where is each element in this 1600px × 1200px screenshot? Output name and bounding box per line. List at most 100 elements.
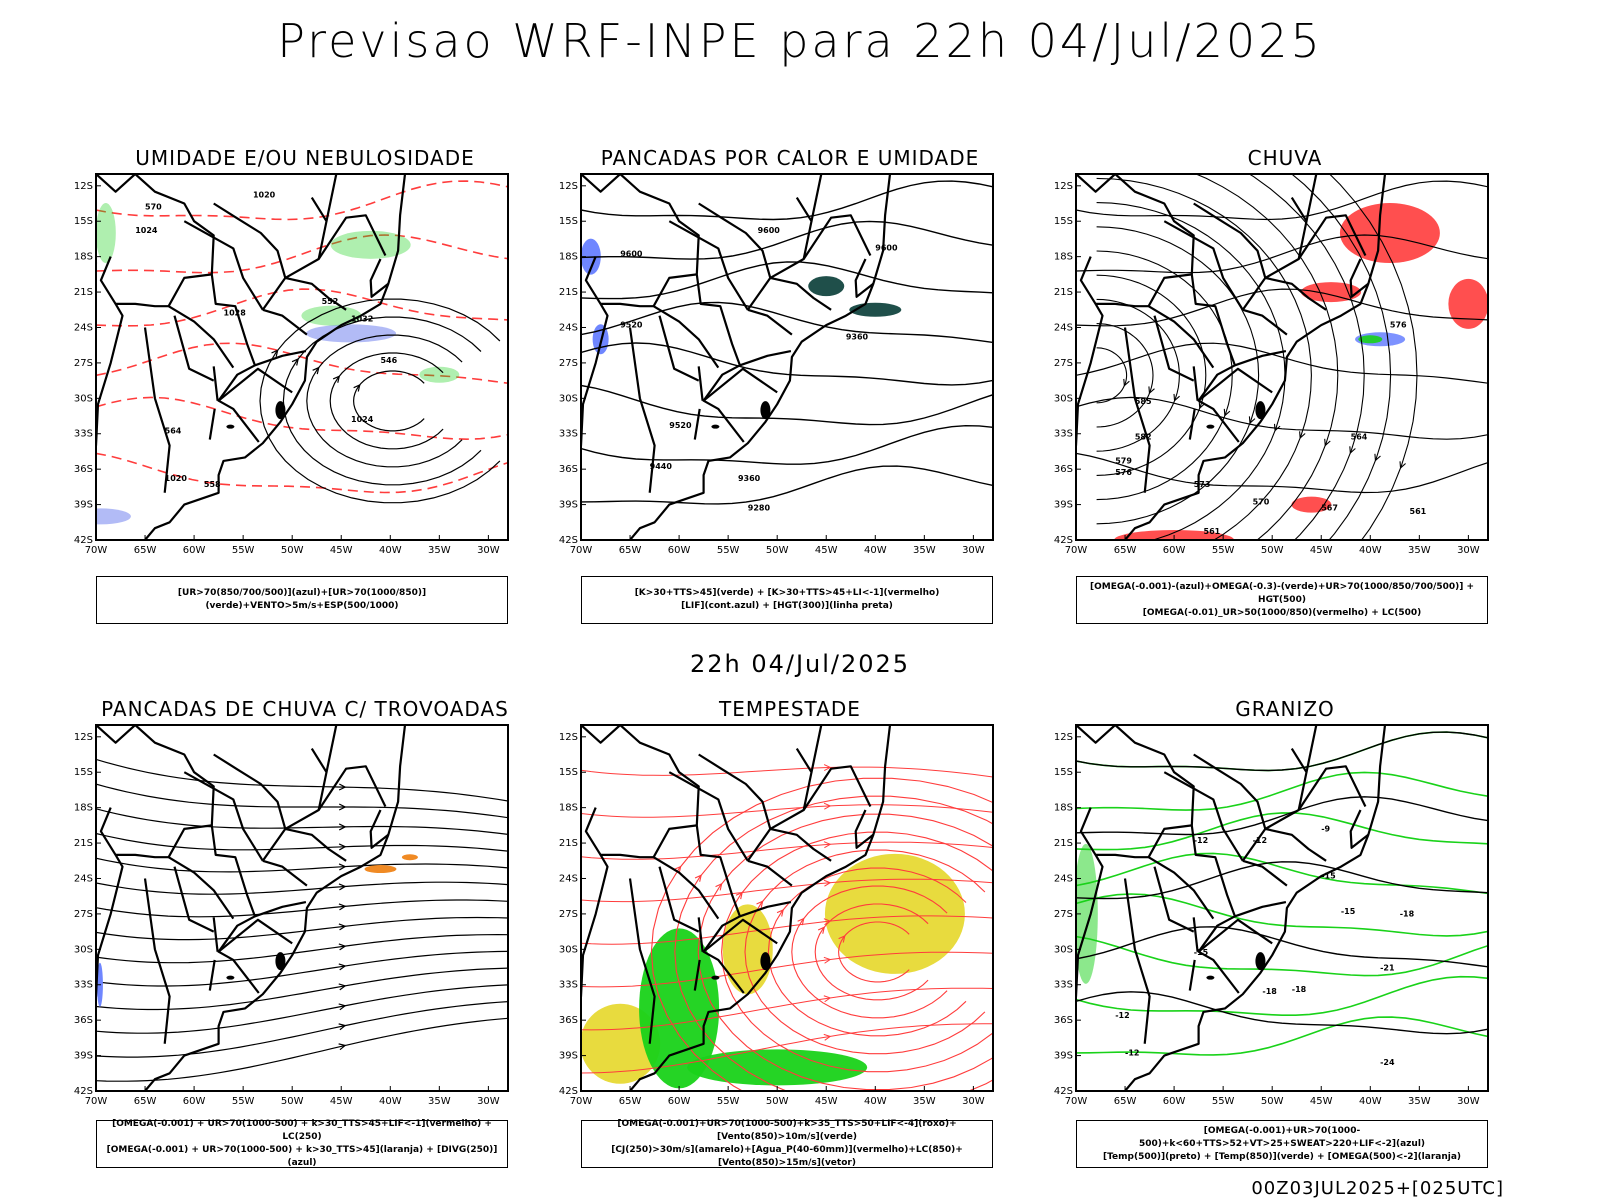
streamlines: [581, 764, 993, 1074]
political-border: [173, 315, 215, 382]
lon-tick-label: 50W: [1261, 1096, 1284, 1107]
lon-tick-label: 60W: [183, 1096, 206, 1107]
political-border: [1163, 771, 1244, 862]
streamline-arrow: [353, 383, 361, 392]
political-border: [581, 725, 745, 994]
political-border: [698, 202, 772, 279]
lat-tick-label: 36S: [1054, 464, 1073, 475]
thunder-orange: [364, 854, 418, 874]
lon-tick-label: 40W: [379, 1096, 402, 1107]
streamline-arrow: [1349, 446, 1356, 455]
contour-label: 9440: [650, 462, 673, 471]
political-border: [96, 725, 260, 994]
panel-title: PANCADAS DE CHUVA C/ TROVOADAS: [101, 697, 509, 721]
political-border: [1095, 853, 1215, 920]
legend-line: [OMEGA(-0.001)+UR>70(1000-500)+k>35_TTS>…: [617, 1119, 957, 1142]
contour-label: 579: [1115, 456, 1132, 465]
lat-tick-label: 33S: [559, 429, 578, 440]
lon-tick-label: 45W: [1310, 1096, 1333, 1107]
political-border: [1305, 725, 1318, 773]
political-border: [739, 350, 792, 367]
temp850-green: [1076, 843, 1098, 984]
streamline-arrow: [332, 375, 341, 383]
political-border: [810, 174, 823, 222]
map-umidade: 1020102410281032102410205705525465645581…: [74, 173, 509, 556]
lat-tick-label: 18S: [1054, 252, 1073, 263]
streamline-arrow: [797, 917, 805, 926]
political-border: [658, 315, 700, 382]
lat-tick-label: 42S: [1054, 535, 1073, 546]
legend-line: [K>30+TTS>45](verde) + [K>30+TTS>45+LI<-…: [634, 588, 940, 598]
lon-tick-label: 40W: [1359, 1096, 1382, 1107]
political-border: [1241, 197, 1308, 311]
map-granizo: -9-12-12-15-15-18 -18-21-24-12-12-15-1812…: [1054, 724, 1489, 1107]
political-border: [581, 256, 609, 450]
lat-tick-label: 21S: [1054, 287, 1073, 298]
streamline-arrow: [1374, 453, 1381, 462]
lagoon: [1255, 952, 1266, 971]
political-border: [254, 901, 307, 918]
map-frame: [580, 724, 994, 1092]
political-border: [702, 367, 778, 402]
lat-tick-label: 24S: [74, 322, 93, 333]
lat-tick-label: 12S: [74, 732, 93, 743]
run-stamp: 00Z03JUL2025+[025UTC]: [1251, 1178, 1504, 1199]
political-border: [1153, 866, 1195, 933]
lat-tick-label: 27S: [74, 909, 93, 920]
contours: [581, 180, 993, 505]
streamline-arrow: [338, 1003, 347, 1011]
lon-tick-label: 30W: [1457, 545, 1480, 556]
green-humidity: [96, 203, 460, 383]
streamline-arrow: [1248, 416, 1256, 425]
main-title: Previsao WRF-INPE para 22h 04/Jul/2025: [277, 14, 1323, 68]
political-border: [747, 859, 793, 887]
legend-granizo: [OMEGA(-0.001)+UR>70(1000-500)+k<60+TTS>…: [1076, 1120, 1488, 1168]
political-border: [183, 220, 264, 311]
map-borders: [581, 174, 892, 540]
map-borders: [1076, 725, 1387, 1091]
lon-tick-label: 55W: [717, 545, 740, 556]
streamline-arrow: [715, 882, 723, 891]
political-border: [1197, 918, 1273, 953]
political-border: [1123, 327, 1151, 493]
contour-label: -18: [1400, 909, 1415, 918]
lon-tick-label: 70W: [570, 545, 593, 556]
political-border: [697, 917, 704, 952]
legend-pancadas-calor: [K>30+TTS>45](verde) + [K>30+TTS>45+LI<-…: [581, 576, 993, 624]
lat-tick-label: 39S: [559, 500, 578, 511]
legend-umidade: [UR>70(850/700/500)](azul)+[UR>70(1000/8…: [96, 576, 508, 624]
lake: [711, 424, 720, 429]
political-border: [1163, 220, 1244, 311]
political-border: [668, 771, 749, 862]
streamline-arrow: [1399, 461, 1406, 470]
political-border: [1242, 308, 1288, 336]
legend-line: [OMEGA(-0.01)_UR>50(1000/850)(vermelho) …: [1142, 607, 1422, 618]
contour-label: 9600: [875, 244, 898, 253]
political-border: [1197, 367, 1273, 402]
political-border: [1193, 753, 1267, 830]
map-frame: [95, 724, 509, 1092]
lon-tick-label: 60W: [1163, 1096, 1186, 1107]
lon-tick-label: 60W: [183, 545, 206, 556]
lon-tick-label: 65W: [134, 545, 157, 556]
lon-tick-label: 65W: [619, 1096, 642, 1107]
streamline-arrow: [338, 843, 347, 851]
political-border: [1305, 174, 1318, 222]
contours: [1076, 731, 1488, 1035]
lat-tick-label: 27S: [1054, 909, 1073, 920]
political-border: [369, 258, 389, 298]
lon-tick-label: 70W: [570, 1096, 593, 1107]
legend-line: [OMEGA(-0.001)+UR>70(1000-500)+k<60+TTS>…: [1138, 1125, 1426, 1149]
lat-tick-label: 30S: [559, 393, 578, 404]
lon-tick-label: 70W: [1065, 1096, 1088, 1107]
political-border: [652, 824, 697, 858]
lon-tick-label: 45W: [330, 545, 353, 556]
map-borders: [96, 174, 407, 540]
streamline-arrow: [756, 900, 764, 908]
political-border: [802, 214, 872, 260]
political-border: [167, 273, 212, 307]
panel-granizo: GRANIZO -9 -12 -12 -15 -15 -18 -18 -21 -24 -12 -12…: [1050, 697, 1520, 1168]
political-border: [581, 807, 609, 1001]
panel-title: GRANIZO: [1235, 697, 1335, 721]
political-border: [115, 302, 235, 369]
